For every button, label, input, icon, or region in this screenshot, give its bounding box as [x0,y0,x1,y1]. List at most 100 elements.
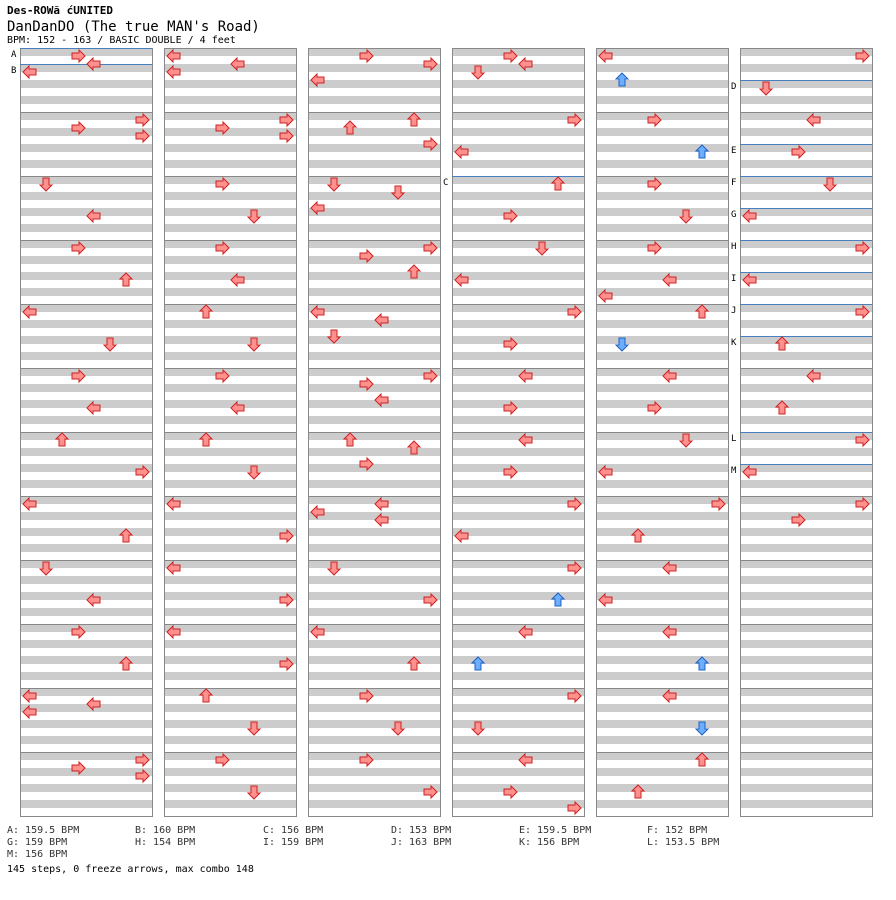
beat-band [20,592,152,600]
beat-band [596,192,728,200]
beat-band [308,624,440,632]
beat-band [308,368,440,376]
step-arrow-l [166,496,181,512]
step-arrow-l [662,272,677,288]
beat-band [308,256,440,264]
step-arrow-l [806,112,821,128]
beat-band [740,496,872,504]
step-arrow-u [198,432,214,447]
step-arrow-u [694,144,710,159]
step-arrow-u [550,176,566,191]
bpm-change-label: E [731,146,736,156]
beat-band [596,608,728,616]
beat-band [452,112,584,120]
beat-band [308,160,440,168]
step-arrow-r [135,752,150,768]
bpm-change-label: A [11,50,17,60]
step-arrow-r [647,176,662,192]
step-arrow-r [791,144,806,160]
beat-band [452,96,584,104]
beat-band [596,464,728,472]
step-arrow-u [774,400,790,415]
beat-band [164,608,296,616]
beat-band [308,384,440,392]
step-arrow-r [503,464,518,480]
beat-band [452,416,584,424]
step-arrow-l [454,144,469,160]
beat-band [308,400,440,408]
beat-band [308,464,440,472]
beat-band [740,720,872,728]
beat-band [452,320,584,328]
beat-band [164,256,296,264]
bpm-legend-item: H: 154 BPM [135,837,196,848]
bpm-legend-item: F: 152 BPM [647,825,708,836]
step-arrow-l [662,560,677,576]
beat-band [164,640,296,648]
bpm-change-label: C [443,178,448,188]
beat-band [164,336,296,344]
beat-band [20,432,152,440]
beat-band [596,400,728,408]
beat-band [308,656,440,664]
step-arrow-r [279,656,294,672]
step-arrow-d [390,721,406,736]
beat-band [164,464,296,472]
beat-band [164,480,296,488]
step-arrow-r [711,496,726,512]
beat-band [20,144,152,152]
beat-band [740,368,872,376]
beat-band [308,448,440,456]
beat-band [740,576,872,584]
beat-band [596,704,728,712]
beat-band [596,80,728,88]
step-arrow-l [230,400,245,416]
beat-band [20,288,152,296]
beat-band [20,112,152,120]
beat-band [20,800,152,808]
beat-band [164,272,296,280]
step-arrow-r [215,120,230,136]
bpm-change-label: B [11,66,16,76]
step-arrow-u [630,784,646,799]
beat-band [596,544,728,552]
step-arrow-l [310,624,325,640]
beat-band [164,384,296,392]
step-arrow-r [215,176,230,192]
beat-band [308,80,440,88]
step-arrow-r [71,624,86,640]
beat-band [164,768,296,776]
step-arrow-r [279,112,294,128]
step-arrow-l [518,368,533,384]
beat-band [740,592,872,600]
step-arrow-u [550,592,566,607]
step-arrow-l [662,368,677,384]
bpm-change-label: D [731,82,736,92]
step-arrow-l [806,368,821,384]
step-arrow-l [454,272,469,288]
step-arrow-r [71,760,86,776]
beat-band [740,240,872,248]
beat-band [596,208,728,216]
beat-band [740,336,872,344]
beat-band [740,128,872,136]
step-arrow-u [406,264,422,279]
beat-band [308,720,440,728]
step-arrow-r [279,128,294,144]
beat-band [164,176,296,184]
step-arrow-d [246,721,262,736]
beat-band [740,608,872,616]
beat-band [452,400,584,408]
beat-band [740,800,872,808]
bpm-legend-item: G: 159 BPM [7,837,68,848]
column-frame [452,48,585,817]
beat-band [740,512,872,520]
step-arrow-l [598,592,613,608]
beat-band [20,240,152,248]
beat-band [308,48,440,56]
step-arrow-u [694,656,710,671]
beat-band [20,624,152,632]
beat-band [308,272,440,280]
beat-band [452,464,584,472]
step-arrow-l [86,592,101,608]
